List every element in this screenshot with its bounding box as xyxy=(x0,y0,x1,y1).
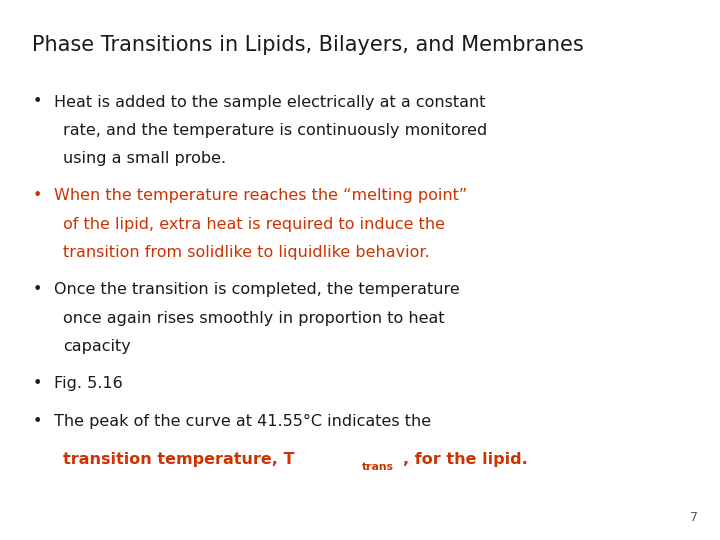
Text: The peak of the curve at 41.55°C indicates the: The peak of the curve at 41.55°C indicat… xyxy=(54,414,431,429)
Text: Once the transition is completed, the temperature: Once the transition is completed, the te… xyxy=(54,282,460,298)
Text: once again rises smoothly in proportion to heat: once again rises smoothly in proportion … xyxy=(63,310,445,326)
Text: •: • xyxy=(32,414,42,429)
Text: , for the lipid.: , for the lipid. xyxy=(403,452,528,467)
Text: of the lipid, extra heat is required to induce the: of the lipid, extra heat is required to … xyxy=(63,217,446,232)
Text: using a small probe.: using a small probe. xyxy=(63,151,227,166)
Text: •: • xyxy=(32,376,42,392)
Text: •: • xyxy=(32,188,42,204)
Text: Heat is added to the sample electrically at a constant: Heat is added to the sample electrically… xyxy=(54,94,485,110)
Text: Phase Transitions in Lipids, Bilayers, and Membranes: Phase Transitions in Lipids, Bilayers, a… xyxy=(32,35,584,55)
Text: 7: 7 xyxy=(690,511,698,524)
Text: •: • xyxy=(32,94,42,110)
Text: transition temperature, T: transition temperature, T xyxy=(63,452,295,467)
Text: transition from solidlike to liquidlike behavior.: transition from solidlike to liquidlike … xyxy=(63,245,430,260)
Text: Fig. 5.16: Fig. 5.16 xyxy=(54,376,122,392)
Text: •: • xyxy=(32,282,42,298)
Text: rate, and the temperature is continuously monitored: rate, and the temperature is continuousl… xyxy=(63,123,487,138)
Text: trans: trans xyxy=(362,462,394,472)
Text: When the temperature reaches the “melting point”: When the temperature reaches the “meltin… xyxy=(54,188,467,204)
Text: capacity: capacity xyxy=(63,339,131,354)
